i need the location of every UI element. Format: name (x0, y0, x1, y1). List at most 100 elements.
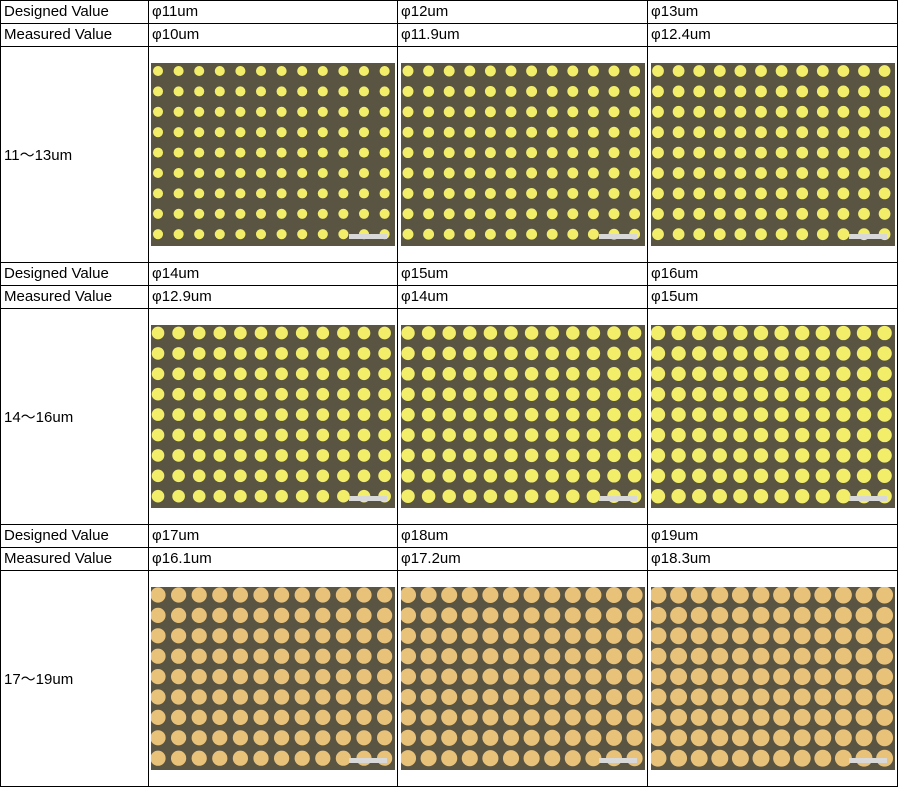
pad-dot (813, 708, 831, 726)
pad-dot (524, 367, 538, 381)
pad-dot (276, 127, 287, 138)
pad-dot (463, 85, 475, 97)
pad-dot (235, 86, 246, 97)
pad-dot (275, 387, 288, 401)
pad-dot (813, 668, 831, 686)
pad-dot (525, 65, 537, 77)
designed-value-cell: φ15um (397, 262, 648, 286)
pad-dot (712, 346, 727, 361)
pad-dot (234, 367, 247, 381)
pad-dot (837, 146, 849, 159)
pad-dot (338, 65, 349, 77)
pad-dot (192, 387, 206, 401)
micrograph-cell (647, 570, 898, 787)
pad-dot (505, 167, 516, 179)
pad-dot (337, 428, 350, 442)
pad-dot (793, 627, 811, 645)
micrograph-background (151, 325, 395, 508)
pad-dot (463, 208, 475, 220)
pad-dot (606, 367, 621, 381)
pad-dot (297, 86, 308, 97)
pad-dot (462, 367, 477, 381)
pad-dot (378, 469, 391, 483)
pad-dot (754, 126, 767, 139)
pad-dot (608, 126, 619, 138)
pad-dot (775, 146, 787, 159)
pad-dot (564, 607, 581, 624)
pad-dot (235, 106, 246, 117)
pad-dot (523, 668, 540, 685)
pad-dot (151, 449, 165, 462)
pad-dot (297, 127, 308, 138)
pad-dot (503, 367, 518, 381)
pad-dot (420, 648, 437, 665)
pad-dot (172, 347, 185, 360)
pad-dot (605, 607, 622, 624)
pad-dot (481, 587, 498, 604)
pad-dot (441, 489, 456, 503)
pad-dot (295, 469, 309, 483)
pad-dot (275, 347, 288, 360)
pad-dot (255, 86, 267, 97)
pad-dot (297, 188, 308, 199)
pad-dot (875, 708, 893, 726)
pad-dot (772, 749, 790, 767)
micrograph-background (650, 63, 895, 246)
pad-dot (816, 126, 829, 139)
pad-dot (273, 750, 290, 766)
pad-dot (669, 647, 687, 665)
pad-dot (213, 489, 227, 503)
pad-dot (421, 326, 435, 340)
pad-dot (379, 86, 390, 97)
pad-dot (253, 730, 269, 746)
pad-dot (795, 126, 808, 139)
pad-dot (194, 106, 205, 117)
pad-dot (875, 606, 893, 624)
pad-dot (815, 346, 830, 361)
pad-dot (273, 587, 290, 603)
pad-dot (670, 366, 686, 381)
pad-dot (753, 407, 768, 422)
pad-dot (523, 648, 540, 665)
pad-dot (669, 749, 687, 767)
pad-dot (273, 648, 290, 664)
pad-dot (505, 65, 516, 77)
pad-dot (214, 208, 225, 219)
pad-dot (295, 408, 309, 421)
pad-dot (212, 668, 228, 685)
pad-dot (378, 367, 391, 381)
pad-dot (712, 387, 727, 402)
pad-dot (795, 167, 808, 179)
pad-dot (483, 387, 497, 401)
dot-array-image (151, 325, 395, 508)
pad-dot (212, 709, 228, 726)
pad-dot (461, 709, 478, 726)
pad-dot (338, 147, 349, 158)
pad-dot (606, 448, 621, 463)
pad-dot (651, 65, 664, 77)
pad-dot (254, 428, 268, 442)
pad-dot (441, 346, 456, 361)
pad-dot (878, 187, 890, 200)
pad-dot (378, 326, 391, 340)
pad-dot (316, 367, 330, 381)
pad-dot (586, 387, 600, 401)
pad-dot (275, 367, 288, 381)
pad-dot (481, 750, 498, 767)
pad-dot (650, 387, 665, 402)
pad-dot (754, 65, 767, 77)
pad-dot (546, 228, 558, 240)
pad-dot (775, 65, 787, 77)
pad-dot (234, 347, 247, 360)
pad-dot (754, 187, 767, 200)
pad-dot (672, 85, 684, 98)
scale-bar (349, 758, 387, 763)
pad-dot (379, 65, 390, 77)
pad-dot (232, 709, 249, 726)
micrograph-cell (397, 570, 648, 787)
pad-dot (606, 469, 621, 483)
pad-dot (692, 187, 705, 200)
pad-dot (194, 167, 205, 179)
pad-dot (650, 606, 666, 624)
pad-dot (626, 668, 643, 685)
